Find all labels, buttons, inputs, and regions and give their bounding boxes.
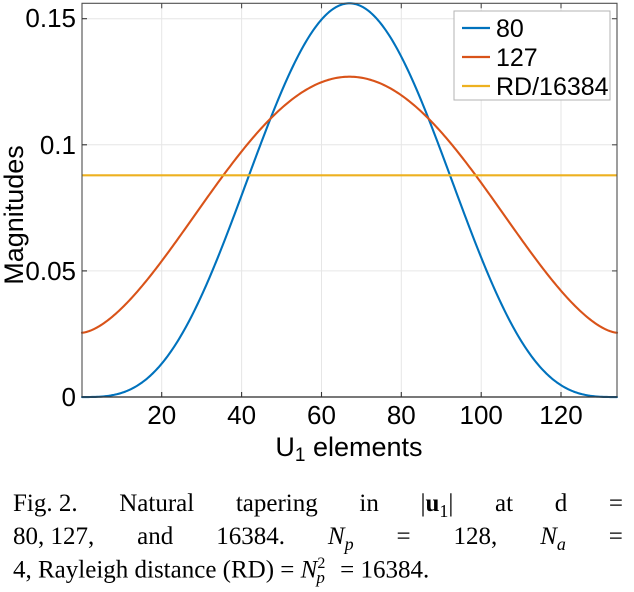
svg-text:20: 20	[147, 400, 176, 430]
svg-text:0.15: 0.15	[25, 3, 76, 33]
svg-text:100: 100	[460, 400, 503, 430]
svg-text:0: 0	[62, 382, 76, 412]
svg-text:40: 40	[227, 400, 256, 430]
svg-text:0.1: 0.1	[40, 130, 76, 160]
svg-text:120: 120	[539, 400, 582, 430]
svg-text:0.05: 0.05	[25, 256, 76, 286]
svg-text:80: 80	[387, 400, 416, 430]
svg-text:80: 80	[496, 15, 524, 43]
svg-text:RD/16384: RD/16384	[496, 73, 609, 101]
svg-text:U1 elements: U1 elements	[275, 432, 422, 466]
svg-text:Magnitudes: Magnitudes	[0, 145, 29, 285]
svg-text:60: 60	[307, 400, 336, 430]
svg-text:127: 127	[496, 44, 538, 72]
